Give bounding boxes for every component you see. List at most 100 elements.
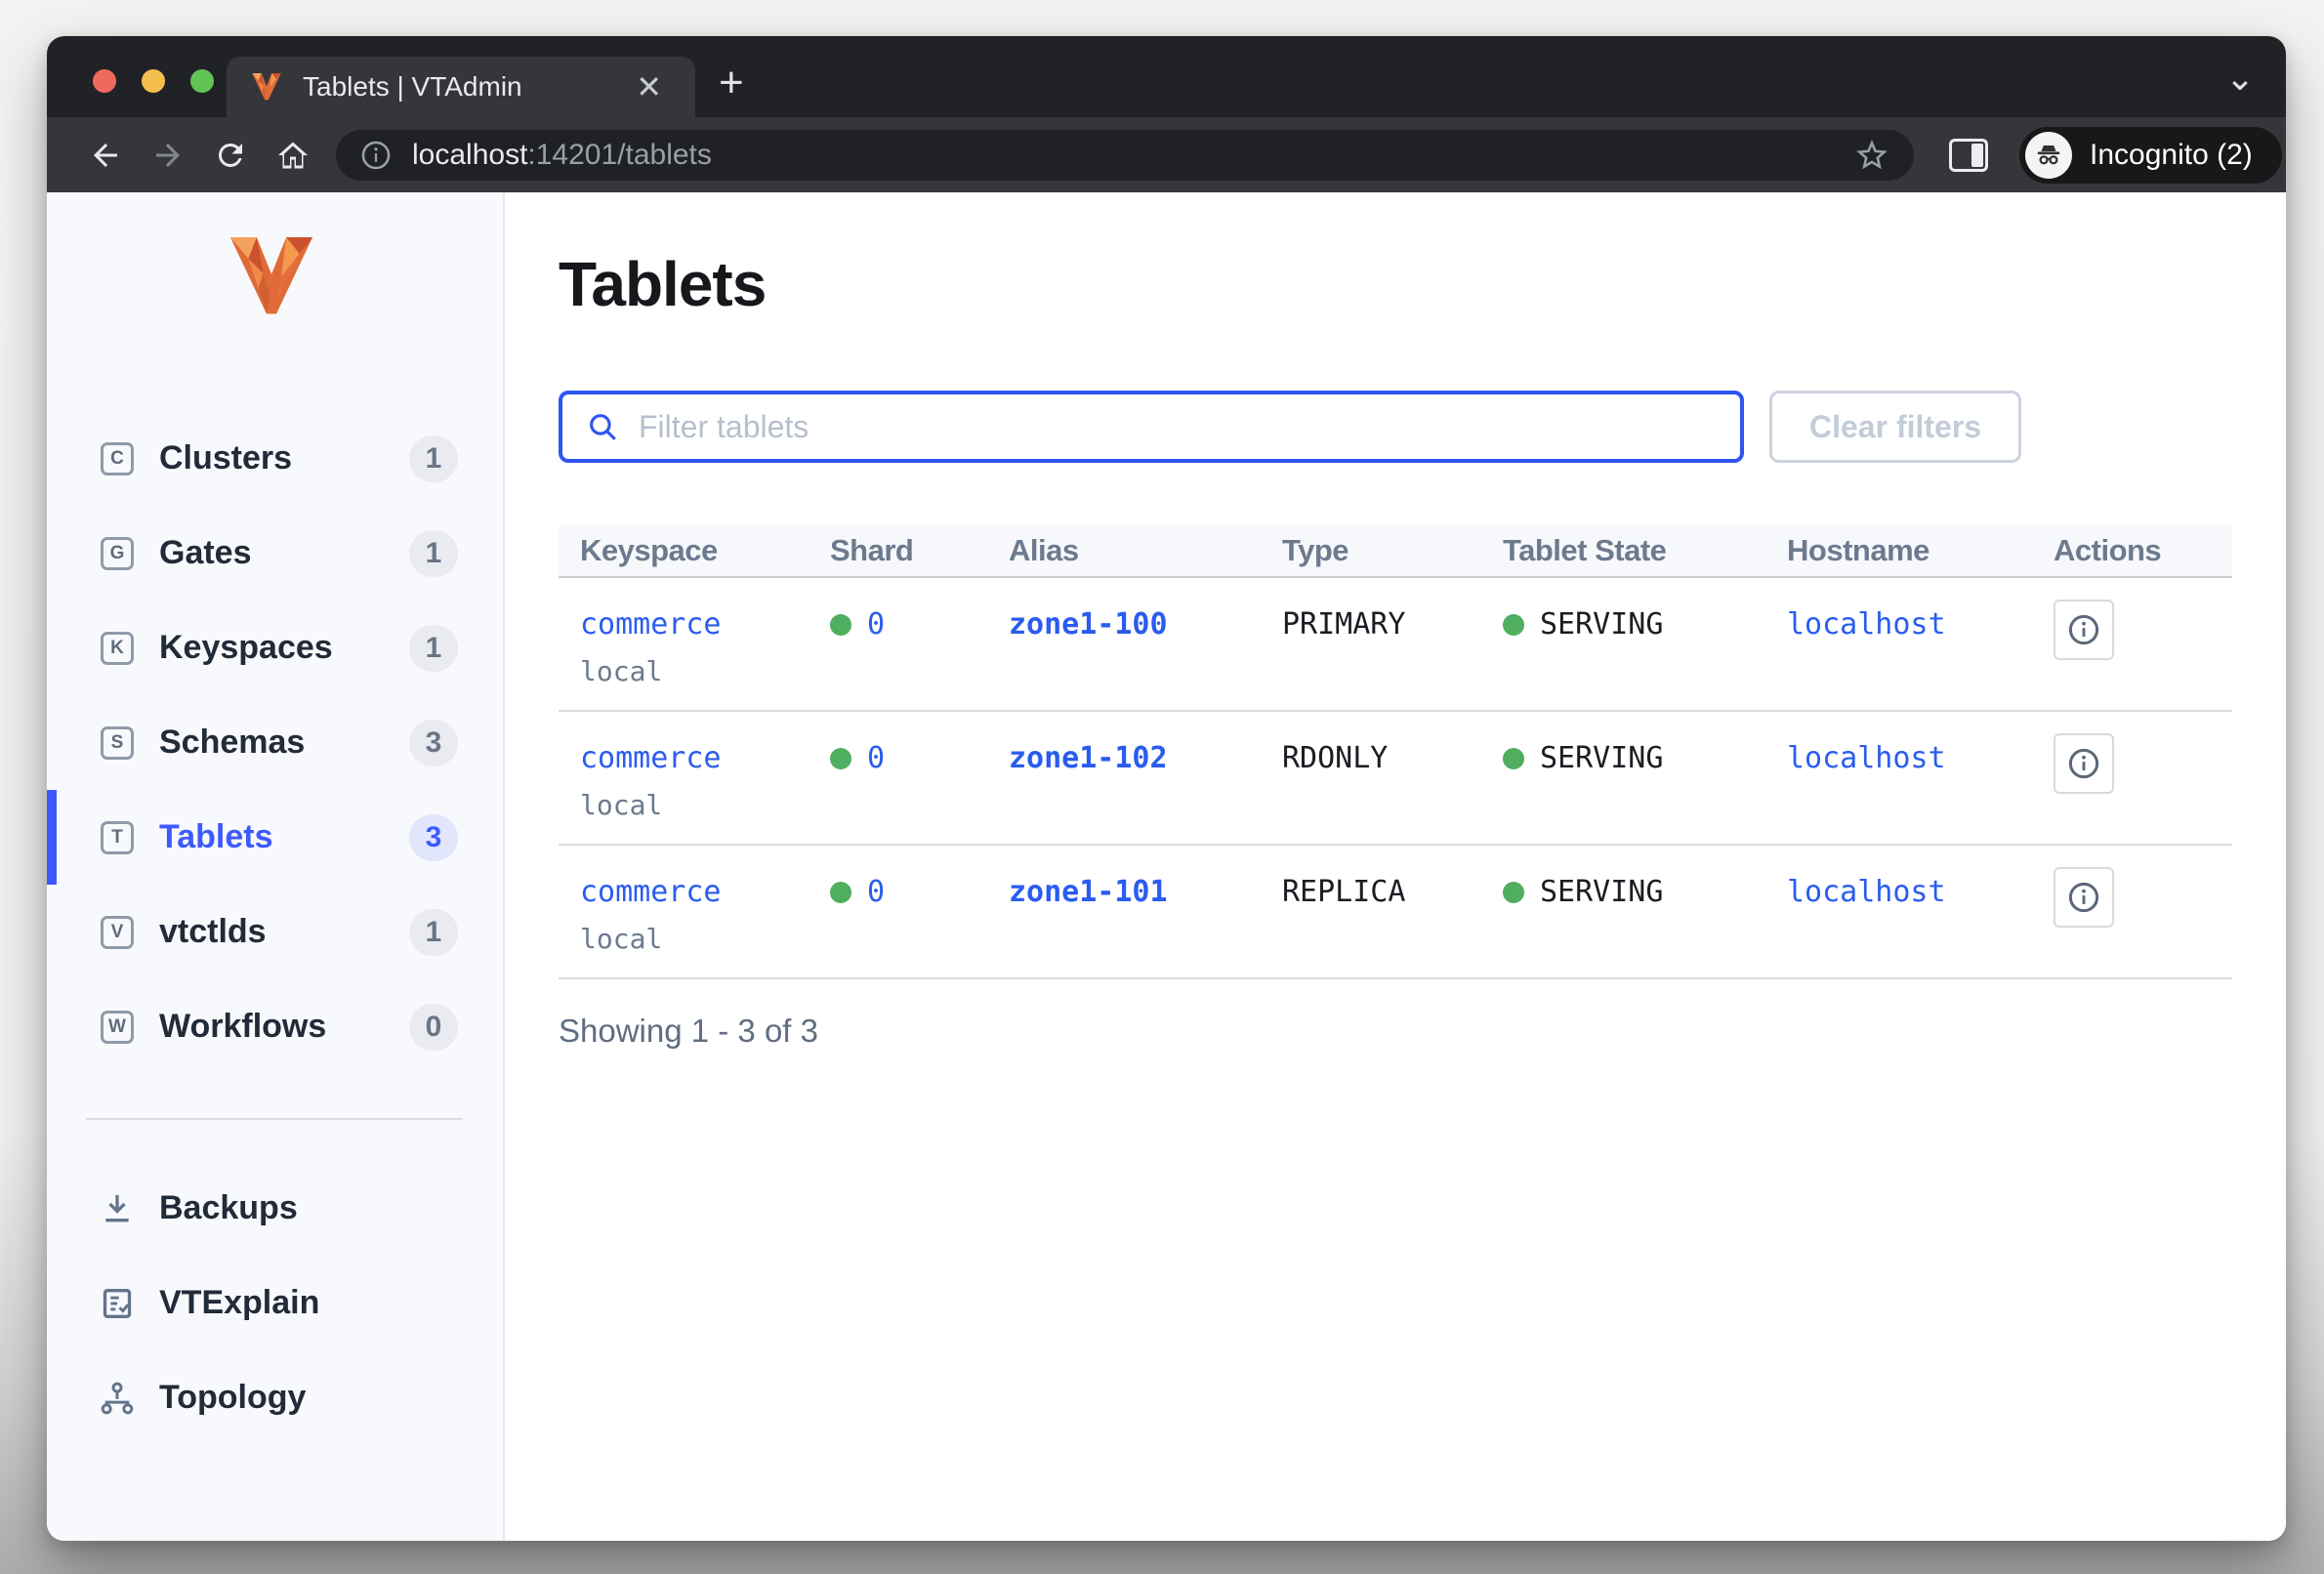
close-window-button[interactable] xyxy=(93,69,116,93)
tab-title: Tablets | VTAdmin xyxy=(303,71,522,102)
sidebar-divider xyxy=(86,1118,463,1120)
sidebar: C Clusters 1 G Gates 1 K Keyspaces 1 S S… xyxy=(47,192,505,1541)
count-badge: 3 xyxy=(409,719,458,766)
sidebar-item-keyspaces[interactable]: K Keyspaces 1 xyxy=(47,601,503,695)
row-info-button[interactable] xyxy=(2054,867,2114,928)
sidebar-item-gates[interactable]: G Gates 1 xyxy=(47,506,503,601)
filter-input-container xyxy=(559,391,1744,463)
vitess-logo xyxy=(229,237,313,314)
site-info-icon[interactable] xyxy=(359,139,393,172)
maximize-window-button[interactable] xyxy=(190,69,214,93)
sidebar-item-backups[interactable]: Backups xyxy=(47,1161,503,1256)
info-icon xyxy=(2068,882,2099,913)
back-button[interactable] xyxy=(74,130,137,181)
home-button[interactable] xyxy=(262,130,324,181)
tablet-type: RDONLY xyxy=(1282,741,1389,775)
column-header-keyspace: Keyspace xyxy=(559,524,809,578)
main-panel: Tablets Clear filters Keyspace Shard xyxy=(505,192,2286,1541)
sidebar-nav: C Clusters 1 G Gates 1 K Keyspaces 1 S S… xyxy=(47,411,503,1074)
sidebar-item-clusters[interactable]: C Clusters 1 xyxy=(47,411,503,506)
tab-strip: Tablets | VTAdmin ✕ + ⌄ xyxy=(47,36,2286,117)
download-icon xyxy=(105,1194,129,1222)
info-icon xyxy=(2068,614,2099,645)
sidebar-item-label: Clusters xyxy=(159,439,293,476)
side-panel-icon[interactable] xyxy=(1949,138,1988,172)
tablet-state: SERVING xyxy=(1540,607,1664,642)
tablet-type: REPLICA xyxy=(1282,875,1406,909)
url-text[interactable]: localhost:14201/tablets xyxy=(412,139,1853,172)
address-bar[interactable]: localhost:14201/tablets xyxy=(336,129,1914,181)
sidebar-item-vtctlds[interactable]: V vtctlds 1 xyxy=(47,885,503,979)
sidebar-item-label: Keyspaces xyxy=(159,629,333,666)
browser-tab[interactable]: Tablets | VTAdmin ✕ xyxy=(227,57,695,117)
shard-link[interactable]: 0 xyxy=(867,875,886,909)
keyspace-link[interactable]: commerce xyxy=(580,607,722,642)
topology-icon xyxy=(101,1382,134,1414)
filter-controls: Clear filters xyxy=(559,391,2239,463)
shard-serving-dot xyxy=(830,748,851,769)
vtadmin-app: C Clusters 1 G Gates 1 K Keyspaces 1 S S… xyxy=(47,192,2286,1541)
sidebar-item-vtexplain[interactable]: VTExplain xyxy=(47,1256,503,1350)
tablets-table: Keyspace Shard Alias Type Tablet State H… xyxy=(559,524,2232,979)
vtexplain-doc-icon xyxy=(103,1288,132,1318)
sidebar-tools: Backups VTExplain xyxy=(47,1161,503,1445)
reload-button[interactable] xyxy=(199,130,262,181)
sidebar-item-tablets[interactable]: T Tablets 3 xyxy=(47,790,503,885)
count-badge: 1 xyxy=(409,624,458,672)
forward-button[interactable] xyxy=(137,130,199,181)
shard-link[interactable]: 0 xyxy=(867,741,886,775)
incognito-label: Incognito (2) xyxy=(2090,138,2253,171)
table-header-row: Keyspace Shard Alias Type Tablet State H… xyxy=(559,524,2232,578)
incognito-avatar xyxy=(2025,131,2072,179)
hostname-link[interactable]: localhost xyxy=(1787,875,1946,909)
tablet-state: SERVING xyxy=(1540,875,1664,909)
sidebar-item-label: Workflows xyxy=(159,1008,327,1045)
url-path: :14201/tablets xyxy=(527,138,712,171)
keyspace-link[interactable]: commerce xyxy=(580,741,722,775)
keyspaces-letter-icon: K xyxy=(101,631,134,665)
tablet-state: SERVING xyxy=(1540,741,1664,775)
count-badge: 3 xyxy=(409,813,458,861)
column-header-type: Type xyxy=(1261,524,1481,578)
column-header-actions: Actions xyxy=(2032,524,2232,578)
row-info-button[interactable] xyxy=(2054,600,2114,660)
browser-window: Tablets | VTAdmin ✕ + ⌄ localhost:14201/… xyxy=(47,36,2286,1541)
state-serving-dot xyxy=(1503,882,1524,903)
hostname-link[interactable]: localhost xyxy=(1787,607,1946,642)
bookmark-star-icon[interactable] xyxy=(1853,137,1890,174)
tab-close-icon[interactable]: ✕ xyxy=(636,69,662,104)
vitess-favicon xyxy=(252,73,281,101)
state-serving-dot xyxy=(1503,748,1524,769)
alias-link[interactable]: zone1-102 xyxy=(1009,741,1168,775)
column-header-shard: Shard xyxy=(809,524,987,578)
hostname-link[interactable]: localhost xyxy=(1787,741,1946,775)
sidebar-item-workflows[interactable]: W Workflows 0 xyxy=(47,979,503,1074)
window-controls xyxy=(93,69,214,93)
tab-search-chevron-icon[interactable]: ⌄ xyxy=(2224,58,2255,98)
results-count: Showing 1 - 3 of 3 xyxy=(559,1013,818,1049)
browser-toolbar: localhost:14201/tablets Incognito (2) ⋮ xyxy=(47,117,2286,192)
incognito-badge[interactable]: Incognito (2) xyxy=(2019,126,2282,184)
clear-filters-button[interactable]: Clear filters xyxy=(1769,391,2022,463)
sidebar-item-label: VTExplain xyxy=(159,1284,320,1321)
alias-link[interactable]: zone1-101 xyxy=(1009,875,1168,909)
table-row: commerce local 0 zone1-101 REPLICA SERVIN… xyxy=(559,845,2232,979)
gates-letter-icon: G xyxy=(101,536,134,570)
state-serving-dot xyxy=(1503,614,1524,636)
alias-link[interactable]: zone1-100 xyxy=(1009,607,1168,642)
filter-tablets-input[interactable] xyxy=(639,408,1717,445)
new-tab-button[interactable]: + xyxy=(719,59,744,106)
shard-serving-dot xyxy=(830,614,851,636)
incognito-icon xyxy=(2037,145,2060,164)
forward-arrow-icon xyxy=(156,143,180,167)
sidebar-item-schemas[interactable]: S Schemas 3 xyxy=(47,695,503,790)
sidebar-item-label: Schemas xyxy=(159,724,306,761)
shard-link[interactable]: 0 xyxy=(867,607,886,642)
column-header-tablet-state: Tablet State xyxy=(1481,524,1765,578)
sidebar-item-topology[interactable]: Topology xyxy=(47,1350,503,1445)
minimize-window-button[interactable] xyxy=(142,69,165,93)
row-info-button[interactable] xyxy=(2054,733,2114,794)
tablet-type: PRIMARY xyxy=(1282,607,1406,642)
sidebar-item-label: Tablets xyxy=(159,818,273,855)
keyspace-link[interactable]: commerce xyxy=(580,875,722,909)
